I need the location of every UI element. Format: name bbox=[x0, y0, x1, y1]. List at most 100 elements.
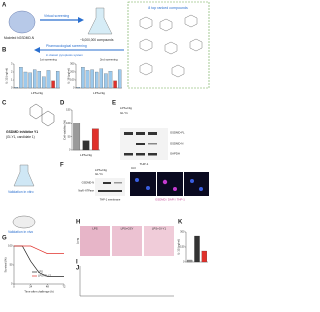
western-blot-f bbox=[95, 178, 125, 196]
label: 8 top ranked compounds bbox=[148, 6, 188, 10]
chem-structure bbox=[29, 103, 43, 120]
protein-model bbox=[8, 10, 36, 34]
label: LPS+Nig bbox=[120, 106, 132, 110]
label: GAPDH bbox=[170, 152, 180, 156]
x-tick-label: 24 bbox=[29, 285, 32, 289]
legend-label: LPS+GI-Y1 bbox=[38, 274, 52, 278]
panel-letter: K bbox=[178, 220, 183, 226]
label: GSDMD / DAPI / THP-1 bbox=[155, 198, 185, 202]
y-tick-label: 300 bbox=[180, 230, 185, 234]
panel-letter: J bbox=[76, 266, 79, 272]
arrow-head bbox=[34, 47, 40, 53]
bar bbox=[51, 80, 55, 89]
tissue-images bbox=[80, 226, 174, 256]
panel-letter: D bbox=[60, 101, 65, 107]
bar bbox=[187, 259, 193, 263]
bar bbox=[99, 68, 104, 89]
y-tick-label: 0 bbox=[69, 148, 71, 152]
y-tick-label: 50 bbox=[10, 263, 13, 267]
y-tick-label: 0 bbox=[11, 282, 13, 286]
y-tick-label: 1 bbox=[11, 78, 13, 82]
compound-box bbox=[127, 1, 210, 89]
panel-letter: E bbox=[112, 101, 116, 107]
mouse bbox=[12, 215, 36, 229]
label: 1st screening bbox=[40, 58, 57, 62]
label: THP-1 membrane bbox=[100, 198, 121, 202]
y-axis-label: IL-1β (ng/ml) bbox=[5, 68, 9, 84]
label: GSDMD-N bbox=[82, 181, 95, 185]
panel-letter: G bbox=[2, 236, 7, 242]
x-tick-label: 72 bbox=[63, 285, 66, 289]
y-axis-label: Cell viability (%) bbox=[63, 120, 67, 140]
y-tick-label: 200 bbox=[70, 70, 75, 74]
y-tick-label: 2 bbox=[11, 70, 13, 74]
label: Validation in vivo bbox=[8, 230, 33, 234]
label: LPS+Nig bbox=[80, 153, 92, 157]
bar bbox=[85, 70, 90, 89]
panel-letter: B bbox=[2, 48, 7, 54]
y-tick-label: 100 bbox=[8, 244, 13, 248]
bar bbox=[104, 73, 108, 89]
label: Pharmacological screening bbox=[46, 44, 87, 48]
label: Virtual screening bbox=[44, 14, 69, 18]
label: GI-Y1 bbox=[120, 111, 128, 115]
label: GI-Y1 bbox=[95, 172, 103, 176]
label: LPS+GI-Y1 bbox=[152, 227, 167, 231]
panel-letter: F bbox=[60, 163, 64, 169]
y-axis-label: IL-18 (pg/ml) bbox=[67, 68, 71, 84]
label: LPS+Nig bbox=[31, 91, 43, 95]
western-blot-e bbox=[120, 128, 168, 160]
label: LPS+GSY bbox=[121, 227, 134, 231]
bar bbox=[91, 128, 99, 151]
y-tick-label: 150 bbox=[66, 108, 71, 112]
label: Validation in vitro bbox=[8, 190, 34, 194]
label: ~5,000,000 compounds bbox=[80, 38, 114, 42]
chem-structure bbox=[41, 110, 55, 127]
survival-line bbox=[14, 245, 64, 254]
label: GSDMD inhibitor Y1 bbox=[6, 130, 38, 134]
scatter-j bbox=[79, 266, 174, 297]
y-axis-label: IL-1β (pg/ml) bbox=[177, 239, 181, 255]
y-tick-label: 100 bbox=[66, 121, 71, 125]
bar bbox=[81, 67, 85, 89]
label: GSDMD-FL bbox=[170, 131, 185, 135]
y-axis-label: Survival (%) bbox=[4, 257, 8, 272]
bar bbox=[73, 123, 81, 151]
x-tick-label: 48 bbox=[46, 285, 49, 289]
bar bbox=[23, 71, 28, 89]
label: Ctrl bbox=[131, 166, 136, 170]
y-tick-label: 50 bbox=[68, 134, 71, 138]
label: Lung bbox=[76, 237, 80, 244]
bar bbox=[108, 71, 113, 89]
bar bbox=[37, 71, 42, 89]
x-tick-label: 0 bbox=[13, 285, 15, 289]
chem-structures bbox=[139, 14, 203, 78]
bar bbox=[55, 71, 60, 89]
bar bbox=[201, 250, 207, 263]
panel-letter: A bbox=[2, 3, 7, 9]
figure: A B C D E F G H J K Modeled hGSDMD-N Virtual screen… bbox=[2, 1, 210, 297]
bar bbox=[94, 71, 99, 89]
bar bbox=[32, 69, 37, 89]
bar bbox=[194, 235, 200, 263]
label: Na/K-ATPase bbox=[78, 189, 94, 193]
flask bbox=[87, 7, 113, 35]
label: LPS bbox=[92, 227, 97, 231]
panel-letter: C bbox=[2, 101, 7, 107]
flask bbox=[13, 164, 35, 187]
bar bbox=[46, 70, 51, 89]
bar bbox=[19, 67, 23, 89]
label: LPS+Nig bbox=[93, 91, 105, 95]
y-tick-label: 0 bbox=[73, 86, 75, 90]
panel-letter: I bbox=[76, 260, 78, 266]
label: Modeled hGSDMD-N bbox=[4, 36, 35, 40]
y-tick-label: 150 bbox=[180, 245, 185, 249]
label: 2nd screening bbox=[100, 58, 118, 62]
bar bbox=[28, 72, 32, 89]
arrow-head bbox=[78, 17, 84, 23]
bar bbox=[42, 76, 46, 89]
bar bbox=[76, 87, 81, 89]
label: (GI-Y1, candidate 1) bbox=[6, 135, 35, 139]
x-axis-label: Time after challenge (h) bbox=[24, 290, 54, 294]
legend-label: LPS bbox=[38, 270, 43, 274]
